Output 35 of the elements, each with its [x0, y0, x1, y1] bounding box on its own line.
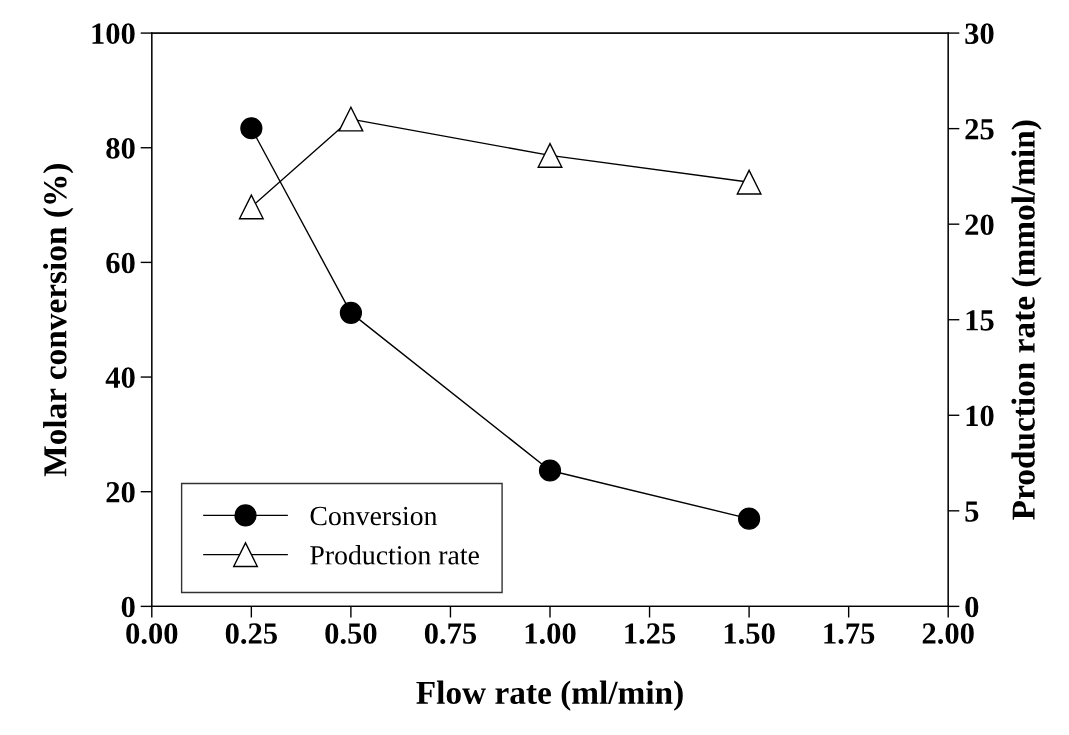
x-tick-label: 0.75	[424, 623, 477, 644]
x-tick-label: 0.25	[225, 623, 277, 644]
y-tick-label: 60	[106, 252, 135, 274]
point	[537, 142, 563, 168]
x-tick-label: 1.25	[625, 623, 676, 644]
y2-tick-label: 25	[965, 118, 994, 140]
x-tick-label: 0.00	[126, 623, 178, 644]
point	[240, 117, 263, 140]
x-tick-label: 2.00	[922, 623, 974, 644]
point	[736, 169, 762, 195]
legend-label: Conversion	[310, 506, 438, 526]
y-tick-label: 80	[106, 138, 135, 159]
y2-tick-label: 20	[965, 214, 994, 236]
x-tick-label: 1.50	[724, 623, 775, 644]
y2-axis-title: Production rate (mmol/min)	[1011, 120, 1042, 520]
y-tick-label: 20	[106, 482, 135, 503]
y2-tick-label: 30	[965, 23, 994, 44]
y2-tick-label: 5	[965, 501, 979, 522]
y-tick-label: 40	[105, 367, 135, 388]
y2-tick-label: 0	[965, 596, 979, 618]
y-tick-label: 0	[121, 596, 135, 618]
y2-tick-label: 15	[966, 310, 994, 331]
point	[538, 459, 562, 482]
point	[339, 301, 363, 324]
y-axis-title: Molar conversion (%)	[43, 164, 74, 477]
x-tick-label: 0.50	[325, 623, 377, 644]
x-axis-title: Flow rate (ml/min)	[416, 680, 683, 711]
x-tick-label: 1.00	[525, 623, 576, 644]
x-tick-label: 1.75	[824, 623, 875, 644]
point	[737, 507, 761, 530]
point	[238, 194, 264, 220]
point	[338, 106, 364, 132]
legend-label: Production rate	[310, 545, 479, 565]
y2-tick-label: 10	[966, 405, 994, 427]
y-tick-label: 100	[92, 23, 135, 44]
